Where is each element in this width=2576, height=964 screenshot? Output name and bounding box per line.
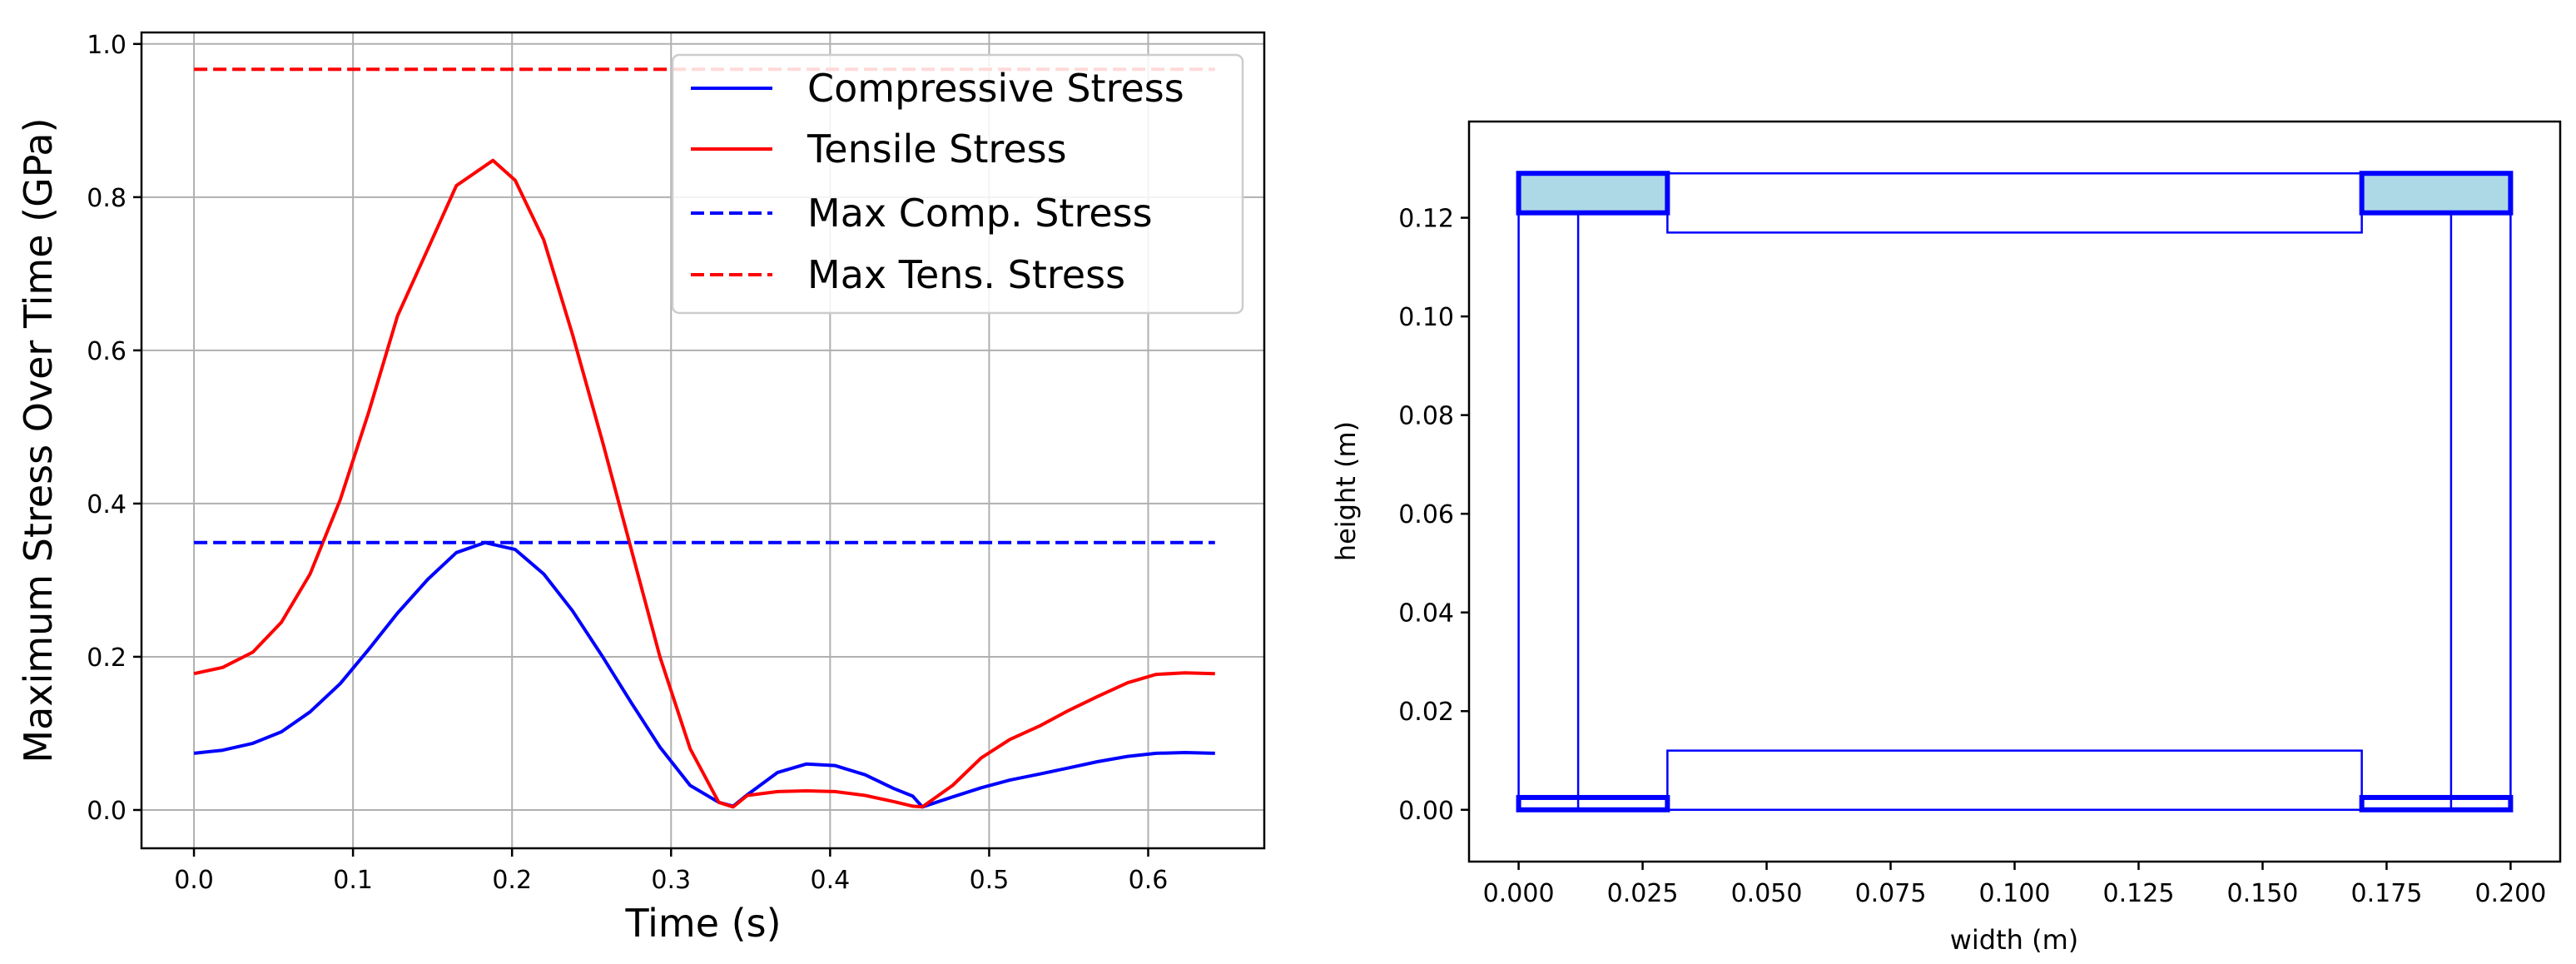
y-tick-label: 0.8 [87, 184, 127, 213]
legend-label-tensile: Tensile Stress [807, 127, 1067, 171]
x-tick-label: 0.6 [1129, 866, 1169, 895]
y-tick-label: 0.10 [1398, 303, 1454, 332]
x-tick-label: 0.150 [2227, 879, 2299, 908]
stress-chart-legend: Compressive Stress Tensile Stress Max Co… [671, 53, 1244, 315]
y-tick-label: 0.04 [1398, 599, 1454, 629]
section-plate [1666, 749, 2363, 812]
x-tick-label: 0.5 [970, 866, 1010, 895]
y-tick-label: 0.4 [87, 490, 127, 519]
y-tick-label: 0.00 [1398, 797, 1454, 826]
x-tick-label: 0.100 [1979, 879, 2051, 908]
cross-section-x-ticks: 0.000 0.025 0.050 0.075 0.100 0.125 0.150 0.175… [1483, 862, 2546, 908]
y-tick-label: 0.2 [87, 643, 127, 673]
x-tick-label: 0.3 [651, 866, 691, 895]
x-tick-label: 0.175 [2350, 879, 2422, 908]
x-tick-label: 0.2 [492, 866, 532, 895]
section-plate [1517, 211, 1580, 812]
x-tick-label: 0.0 [174, 866, 214, 895]
y-tick-label: 0.0 [87, 797, 127, 826]
y-tick-label: 1.0 [87, 31, 127, 60]
x-tick-label: 0.025 [1607, 879, 1679, 908]
cross-section-y-axis-label: height (m) [1330, 421, 1362, 561]
flange-plate-filled [1516, 171, 1670, 216]
compressive-stress-line [193, 540, 1215, 809]
y-tick-label: 0.06 [1398, 500, 1454, 529]
y-tick-label: 0.6 [87, 337, 127, 366]
y-tick-label: 0.08 [1398, 402, 1454, 431]
x-tick-label: 0.075 [1855, 879, 1927, 908]
y-tick-label: 0.02 [1398, 698, 1454, 727]
legend-box [671, 53, 1244, 315]
legend-label-compressive: Compressive Stress [807, 66, 1184, 111]
stress-chart-x-axis-label: Time (s) [624, 901, 781, 946]
stress-chart: 0.0 0.1 0.2 0.3 0.4 0.5 0.6 0.0 0.2 0.4 0.6 0.8 1.0… [16, 31, 1266, 946]
y-tick-label: 0.12 [1398, 205, 1454, 234]
stress-chart-plot-frame [140, 31, 1266, 850]
tensile-stress-line [193, 158, 1215, 809]
stress-chart-x-ticks: 0.0 0.1 0.2 0.3 0.4 0.5 0.6 [174, 848, 1168, 895]
cross-section-x-axis-label: width (m) [1950, 924, 2079, 956]
legend-label-max-comp: Max Comp. Stress [807, 191, 1153, 236]
section-plate [2359, 794, 2514, 812]
section-plate [1666, 171, 2363, 234]
x-tick-label: 0.1 [333, 866, 373, 895]
section-plate [2449, 211, 2512, 812]
stress-chart-y-ticks: 0.0 0.2 0.4 0.6 0.8 1.0 [87, 31, 141, 826]
stress-chart-y-axis-label: Maximum Stress Over Time (GPa) [16, 117, 61, 763]
flange-plate-filled [2359, 171, 2514, 216]
legend-label-max-tens: Max Tens. Stress [807, 252, 1125, 297]
x-tick-label: 0.4 [811, 866, 851, 895]
x-tick-label: 0.050 [1731, 879, 1803, 908]
cross-section-y-ticks: 0.00 0.02 0.04 0.06 0.08 0.10 0.12 [1398, 205, 1469, 826]
section-plate [1516, 794, 1670, 812]
cross-section-shapes [1516, 171, 2514, 812]
x-tick-label: 0.125 [2103, 879, 2175, 908]
cross-section-chart: 0.000 0.025 0.050 0.075 0.100 0.125 0.150 0.175… [1330, 120, 2562, 956]
x-tick-label: 0.200 [2474, 879, 2546, 908]
x-tick-label: 0.000 [1483, 879, 1555, 908]
